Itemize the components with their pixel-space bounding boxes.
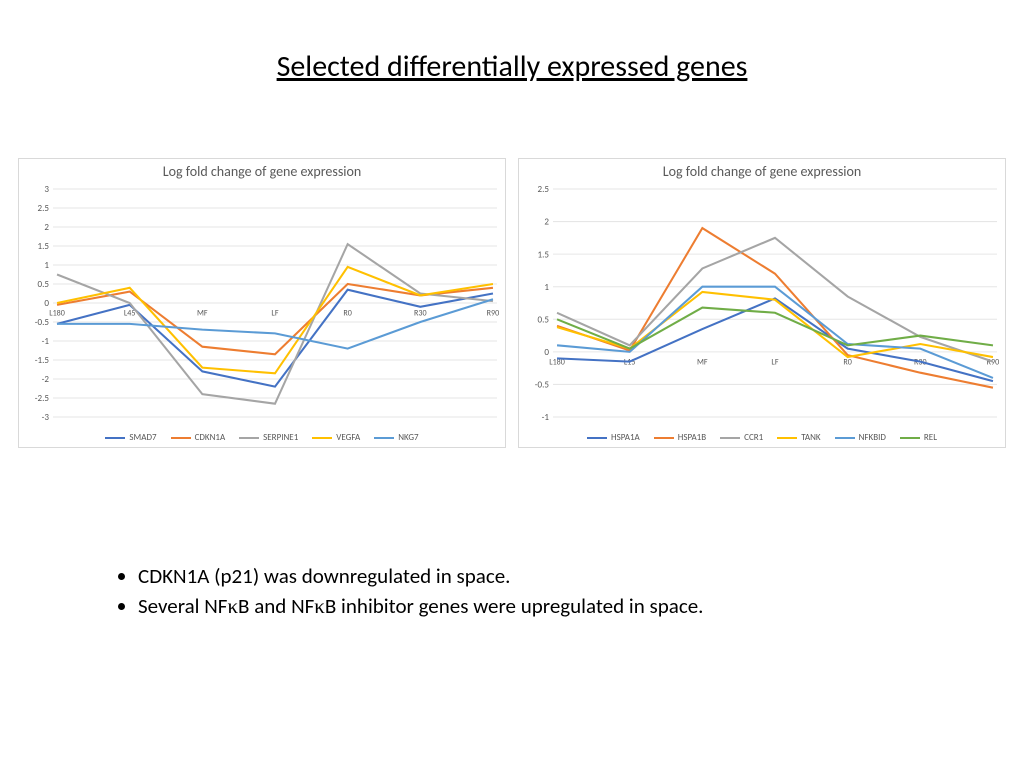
legend-swatch bbox=[171, 437, 191, 439]
legend-label: TANK bbox=[801, 432, 820, 443]
legend-label: CCR1 bbox=[744, 432, 763, 443]
svg-text:-1: -1 bbox=[42, 336, 50, 347]
svg-text:LF: LF bbox=[771, 357, 778, 367]
legend-swatch bbox=[777, 437, 797, 439]
legend-item: CDKN1A bbox=[171, 432, 226, 443]
page-title: Selected differentially expressed genes bbox=[0, 48, 1024, 85]
legend-item: SERPINE1 bbox=[239, 432, 298, 443]
chart1-title: Log fold change of gene expression bbox=[19, 163, 505, 180]
svg-text:-2.5: -2.5 bbox=[35, 393, 50, 404]
chart2-title: Log fold change of gene expression bbox=[519, 163, 1005, 180]
svg-text:L180: L180 bbox=[49, 308, 65, 318]
legend-item: HSPA1B bbox=[654, 432, 706, 443]
legend-label: SMAD7 bbox=[129, 432, 156, 443]
legend-swatch bbox=[654, 437, 674, 439]
svg-text:0.5: 0.5 bbox=[537, 314, 549, 325]
legend-label: NFKBID bbox=[859, 432, 886, 443]
legend-item: SMAD7 bbox=[105, 432, 156, 443]
svg-text:1: 1 bbox=[544, 282, 549, 293]
legend-swatch bbox=[239, 437, 259, 439]
svg-text:2.5: 2.5 bbox=[537, 184, 549, 195]
svg-text:-1: -1 bbox=[542, 412, 550, 423]
svg-text:MF: MF bbox=[697, 357, 708, 367]
svg-text:-0.5: -0.5 bbox=[35, 317, 50, 328]
legend-item: CCR1 bbox=[720, 432, 763, 443]
legend-label: NKG7 bbox=[398, 432, 418, 443]
legend-label: HSPA1A bbox=[611, 432, 640, 443]
legend-swatch bbox=[587, 437, 607, 439]
svg-text:R90: R90 bbox=[487, 308, 500, 318]
svg-text:2.5: 2.5 bbox=[37, 203, 49, 214]
svg-text:1.5: 1.5 bbox=[537, 249, 549, 260]
svg-text:-3: -3 bbox=[42, 412, 50, 423]
legend-label: HSPA1B bbox=[678, 432, 706, 443]
charts-row: Log fold change of gene expression -3-2.… bbox=[18, 158, 1006, 448]
svg-text:2: 2 bbox=[44, 222, 49, 233]
legend-item: NKG7 bbox=[374, 432, 418, 443]
chart2-legend: HSPA1A HSPA1B CCR1 TANK NFKBID REL bbox=[519, 432, 1005, 443]
legend-item: HSPA1A bbox=[587, 432, 640, 443]
legend-label: CDKN1A bbox=[195, 432, 226, 443]
legend-label: REL bbox=[924, 432, 937, 443]
svg-text:3: 3 bbox=[44, 184, 49, 195]
legend-item: VEGFA bbox=[312, 432, 360, 443]
legend-label: SERPINE1 bbox=[263, 432, 298, 443]
bullet-2: Several NFκB and NFκB inhibitor genes we… bbox=[138, 592, 964, 620]
chart2-plot: -1-0.500.511.522.5L180L15MFLFR0R30R90 bbox=[553, 189, 997, 417]
bullet-list: CDKN1A (p21) was downregulated in space.… bbox=[112, 560, 964, 623]
chart1-legend: SMAD7 CDKN1A SERPINE1 VEGFA NKG7 bbox=[19, 432, 505, 443]
svg-text:R30: R30 bbox=[414, 308, 427, 318]
chart1-plot: -3-2.5-2-1.5-1-0.500.511.522.53L180L45MF… bbox=[53, 189, 497, 417]
svg-text:0.5: 0.5 bbox=[37, 279, 49, 290]
legend-swatch bbox=[900, 437, 920, 439]
legend-item: NFKBID bbox=[835, 432, 886, 443]
svg-text:1: 1 bbox=[44, 260, 49, 271]
chart-panel-2: Log fold change of gene expression -1 -0.… bbox=[518, 158, 1006, 448]
svg-text:2: 2 bbox=[544, 217, 549, 228]
legend-item: REL bbox=[900, 432, 937, 443]
legend-swatch bbox=[312, 437, 332, 439]
svg-text:R90: R90 bbox=[987, 357, 1000, 367]
svg-text:-0.5: -0.5 bbox=[535, 379, 550, 390]
legend-swatch bbox=[105, 437, 125, 439]
svg-text:LF: LF bbox=[271, 308, 278, 318]
legend-label: VEGFA bbox=[336, 432, 360, 443]
svg-text:MF: MF bbox=[197, 308, 208, 318]
svg-text:-2: -2 bbox=[42, 374, 50, 385]
chart-panel-1: Log fold change of gene expression -3-2.… bbox=[18, 158, 506, 448]
svg-text:R0: R0 bbox=[843, 357, 851, 367]
svg-text:R0: R0 bbox=[343, 308, 351, 318]
legend-item: TANK bbox=[777, 432, 820, 443]
svg-text:1.5: 1.5 bbox=[37, 241, 49, 252]
legend-swatch bbox=[374, 437, 394, 439]
legend-swatch bbox=[835, 437, 855, 439]
legend-swatch bbox=[720, 437, 740, 439]
svg-text:-1.5: -1.5 bbox=[35, 355, 50, 366]
bullet-1: CDKN1A (p21) was downregulated in space. bbox=[138, 562, 964, 590]
